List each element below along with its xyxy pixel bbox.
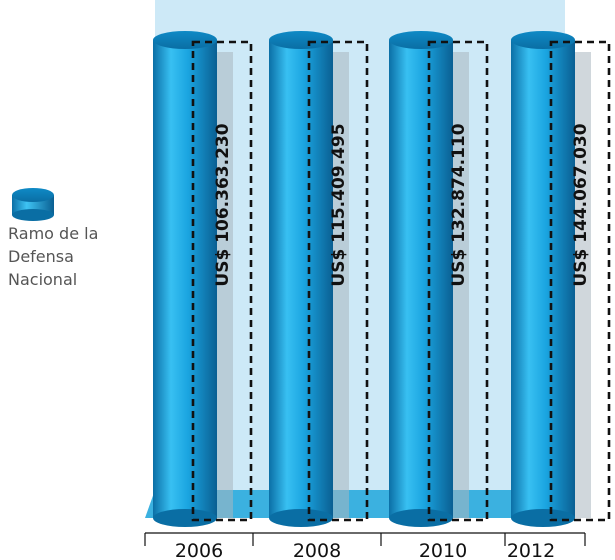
bar <box>153 40 217 518</box>
bar-top <box>389 31 453 49</box>
data-label: US$ 132.874.110 <box>449 123 469 286</box>
x-tick-label: 2008 <box>293 540 341 560</box>
legend-label-line: Nacional <box>8 270 77 289</box>
x-tick-label: 2006 <box>175 540 223 560</box>
data-label-box <box>191 40 253 522</box>
bar-top <box>269 31 333 49</box>
data-label-box <box>307 40 369 522</box>
x-axis-ticks: 2006 2008 2010 2012 <box>144 533 586 560</box>
data-label: US$ 115.409.495 <box>329 123 349 286</box>
bar-base <box>269 509 333 527</box>
bar-top <box>153 31 217 49</box>
legend: Ramo de la Defensa Nacional <box>8 188 98 289</box>
bar <box>511 40 575 518</box>
legend-swatch-icon <box>12 188 54 221</box>
bar-base <box>389 509 453 527</box>
data-label: US$ 106.363.230 <box>213 123 233 286</box>
data-label: US$ 144.067.030 <box>571 123 591 286</box>
data-label-box <box>549 40 611 522</box>
bar <box>389 40 453 518</box>
legend-label-line: Ramo de la <box>8 224 98 243</box>
x-tick-label: 2010 <box>419 540 467 560</box>
bar-top <box>511 31 575 49</box>
legend-label-line: Defensa <box>8 247 74 266</box>
data-label-group: US$ 106.363.230 US$ 115.409.495 US$ 132.87… <box>191 40 611 522</box>
bar-base <box>511 509 575 527</box>
bar-group <box>153 31 591 527</box>
bar <box>269 40 333 518</box>
data-label-box <box>427 40 489 522</box>
bar-base <box>153 509 217 527</box>
x-tick-label: 2012 <box>507 540 555 560</box>
